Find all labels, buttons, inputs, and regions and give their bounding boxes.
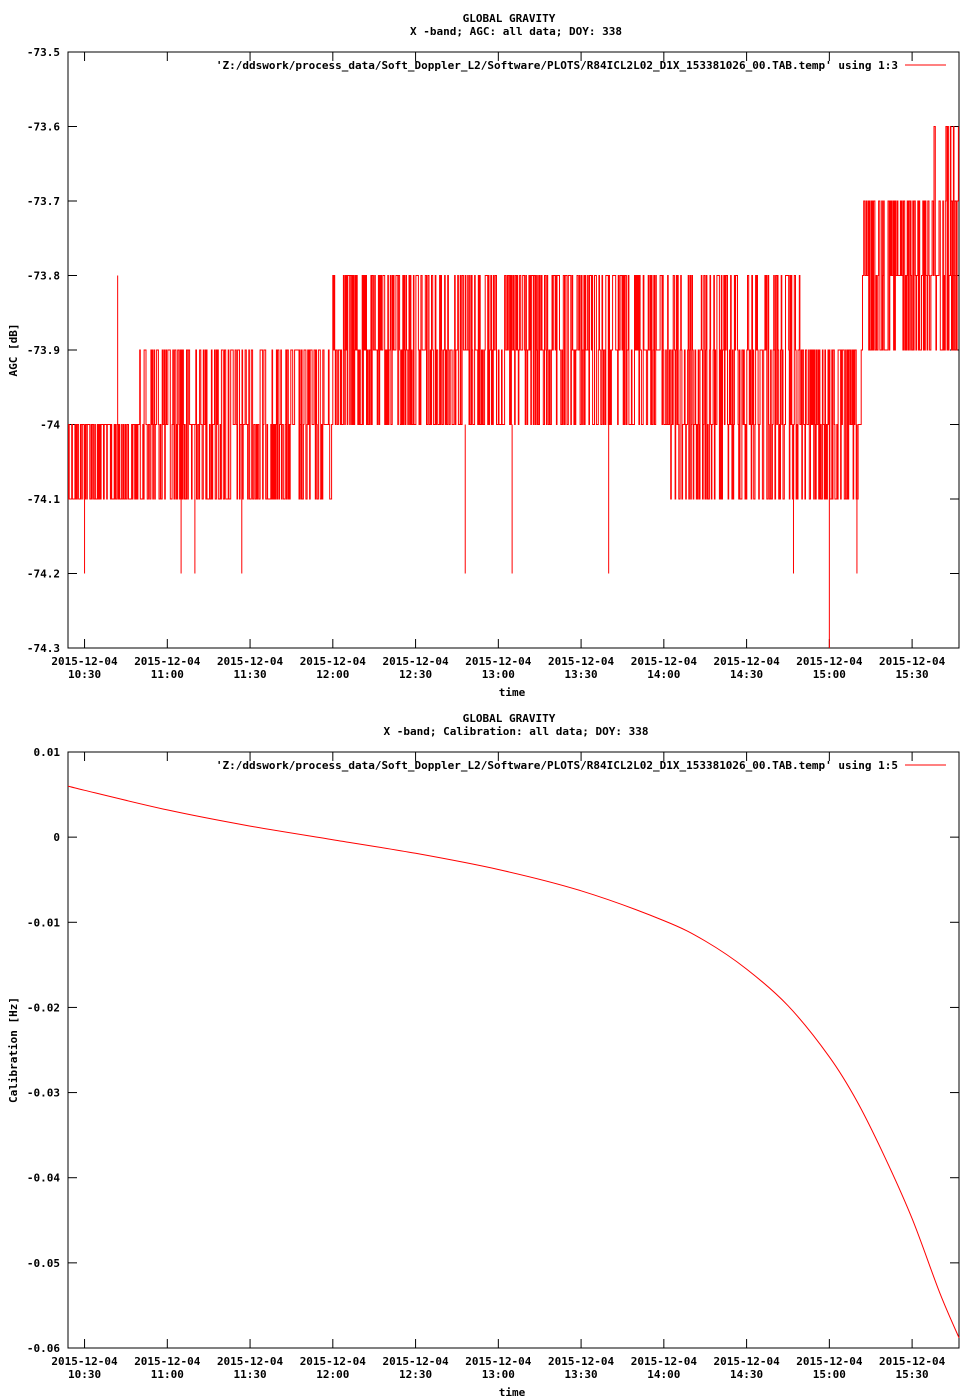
y-tick-label: -74	[40, 419, 60, 432]
chart-title-line1: GLOBAL GRAVITY	[463, 12, 556, 25]
x-tick-date: 2015-12-04	[465, 655, 532, 668]
x-axis-label: time	[499, 1386, 526, 1399]
plot-frame	[67, 751, 960, 1349]
x-tick-time: 12:30	[399, 1368, 432, 1381]
x-tick-date: 2015-12-04	[217, 655, 284, 668]
x-tick-date: 2015-12-04	[134, 655, 201, 668]
x-tick-date: 2015-12-04	[548, 1355, 615, 1368]
chart-title-line1: GLOBAL GRAVITY	[463, 712, 556, 725]
y-tick-label: -0.05	[27, 1257, 60, 1270]
x-tick-time: 13:00	[482, 1368, 515, 1381]
x-tick-date: 2015-12-04	[879, 655, 946, 668]
series-agc	[68, 126, 959, 648]
series-line	[67, 785, 960, 1338]
x-tick-time: 15:00	[813, 668, 846, 681]
legend-label: 'Z:/ddswork/process_data/Soft_Doppler_L2…	[216, 59, 898, 72]
x-tick-date: 2015-12-04	[713, 1355, 780, 1368]
x-tick-date: 2015-12-04	[134, 1355, 201, 1368]
y-tick-label: -74.2	[27, 568, 60, 581]
x-tick-time: 13:30	[565, 668, 598, 681]
x-tick-time: 13:00	[482, 668, 515, 681]
x-tick-time: 14:00	[647, 1368, 680, 1381]
series-calibration	[67, 785, 960, 1338]
legend-label: 'Z:/ddswork/process_data/Soft_Doppler_L2…	[216, 759, 898, 772]
y-axis-ticks: 0.01 0 -0.01 -0.02 -0.03 -0.04 -0.05 -0.06	[27, 746, 959, 1355]
y-tick-label: -73.7	[27, 195, 60, 208]
calibration-chart: GLOBAL GRAVITY X -band; Calibration: all…	[7, 712, 960, 1399]
x-tick-date: 2015-12-04	[548, 655, 615, 668]
series-line	[68, 126, 959, 500]
x-tick-time: 11:00	[151, 1368, 184, 1381]
x-tick-date: 2015-12-04	[713, 655, 780, 668]
x-tick-time: 11:30	[233, 668, 266, 681]
x-axis-ticks: 2015-12-0410:302015-12-0411:002015-12-04…	[51, 52, 946, 681]
x-tick-date: 2015-12-04	[382, 1355, 449, 1368]
x-tick-date: 2015-12-04	[382, 655, 449, 668]
x-tick-date: 2015-12-04	[796, 655, 863, 668]
y-axis-label: Calibration [Hz]	[7, 997, 20, 1103]
x-tick-time: 14:00	[647, 668, 680, 681]
agc-chart: GLOBAL GRAVITY X -band; AGC: all data; D…	[7, 12, 960, 699]
y-axis-ticks: -73.5 -73.6 -73.7 -73.8 -73.9 -74 -74.1 -74.2 -7…	[27, 46, 959, 655]
y-tick-label: -73.5	[27, 46, 60, 59]
x-tick-date: 2015-12-04	[465, 1355, 532, 1368]
x-tick-time: 12:00	[316, 668, 349, 681]
x-tick-time: 11:30	[233, 1368, 266, 1381]
x-tick-time: 10:30	[68, 668, 101, 681]
x-tick-date: 2015-12-04	[631, 655, 698, 668]
chart-title-line2: X -band; AGC: all data; DOY: 338	[410, 25, 622, 38]
x-axis-ticks: 2015-12-0410:302015-12-0411:002015-12-04…	[51, 752, 946, 1381]
x-tick-date: 2015-12-04	[879, 1355, 946, 1368]
x-tick-date: 2015-12-04	[631, 1355, 698, 1368]
x-tick-time: 14:30	[730, 1368, 763, 1381]
x-tick-time: 14:30	[730, 668, 763, 681]
x-tick-time: 12:00	[316, 1368, 349, 1381]
y-tick-label: -0.01	[27, 916, 60, 929]
x-tick-date: 2015-12-04	[300, 655, 367, 668]
x-tick-time: 15:00	[813, 1368, 846, 1381]
x-tick-time: 13:30	[565, 1368, 598, 1381]
y-tick-label: 0.01	[34, 746, 61, 759]
x-tick-time: 15:30	[896, 668, 929, 681]
y-tick-label: -0.04	[27, 1172, 60, 1185]
y-axis-label: AGC [dB]	[7, 324, 20, 377]
y-tick-label: -0.06	[27, 1342, 60, 1355]
x-tick-time: 11:00	[151, 668, 184, 681]
y-tick-label: 0	[53, 831, 60, 844]
chart-title-line2: X -band; Calibration: all data; DOY: 338	[384, 725, 649, 738]
x-tick-time: 15:30	[896, 1368, 929, 1381]
y-tick-label: -74.3	[27, 642, 60, 655]
y-tick-label: -73.8	[27, 270, 60, 283]
x-tick-time: 12:30	[399, 668, 432, 681]
x-tick-date: 2015-12-04	[796, 1355, 863, 1368]
y-tick-label: -73.6	[27, 121, 60, 134]
x-tick-date: 2015-12-04	[300, 1355, 367, 1368]
y-tick-label: -73.9	[27, 344, 60, 357]
x-tick-time: 10:30	[68, 1368, 101, 1381]
x-tick-date: 2015-12-04	[217, 1355, 284, 1368]
y-tick-label: -0.03	[27, 1087, 60, 1100]
x-axis-label: time	[499, 686, 526, 699]
x-tick-date: 2015-12-04	[51, 1355, 118, 1368]
y-tick-label: -74.1	[27, 493, 60, 506]
y-tick-label: -0.02	[27, 1001, 60, 1014]
x-tick-date: 2015-12-04	[51, 655, 118, 668]
